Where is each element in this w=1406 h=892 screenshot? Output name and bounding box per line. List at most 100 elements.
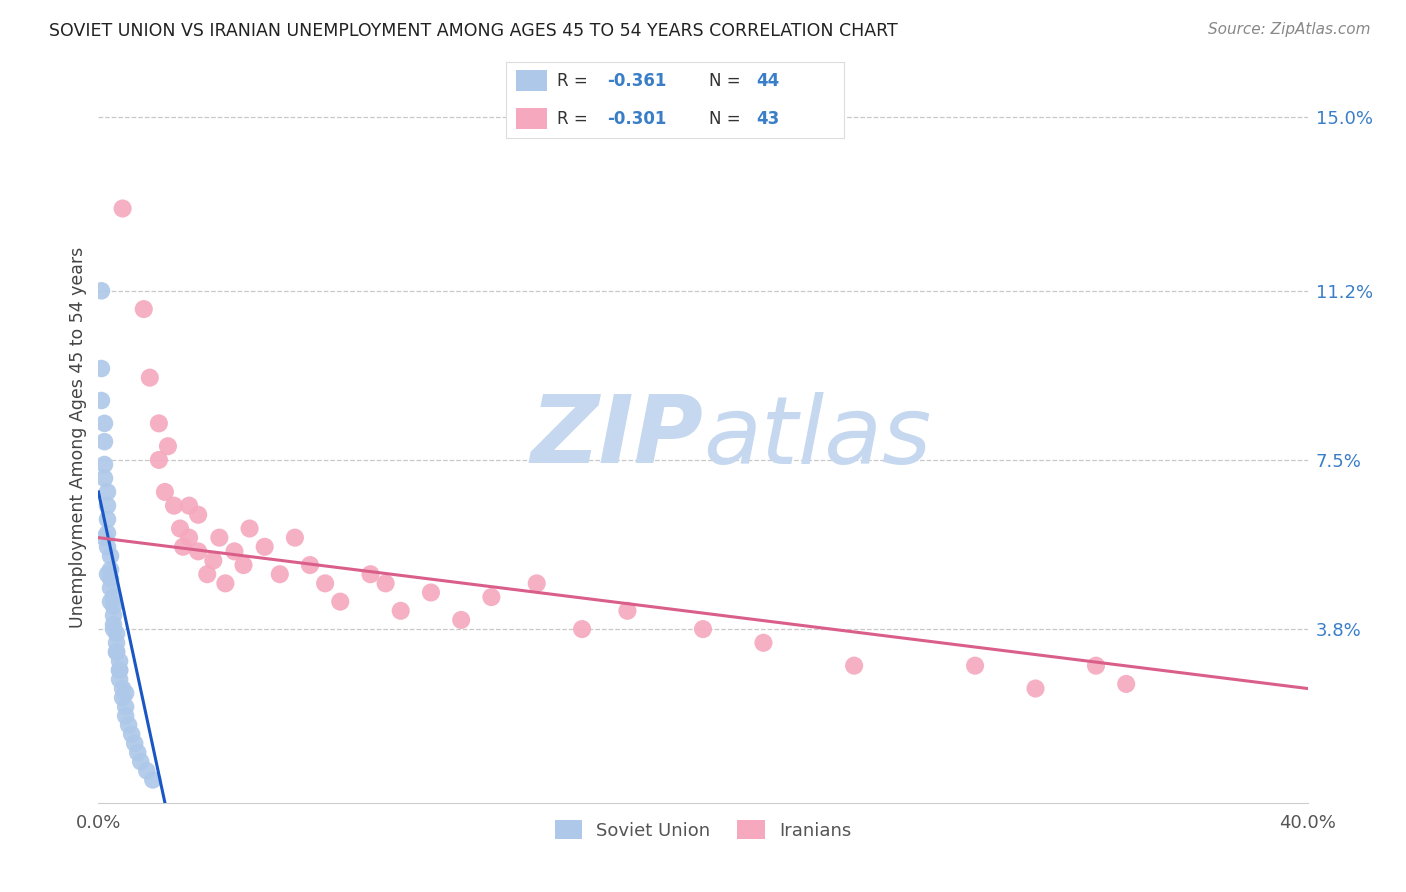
Point: [90, 361, 112, 376]
Point: [148, 453, 170, 467]
Point: [752, 636, 775, 650]
Point: [114, 686, 136, 700]
Point: [105, 636, 128, 650]
Point: [692, 622, 714, 636]
Point: [108, 654, 131, 668]
Point: [105, 645, 128, 659]
Point: [100, 572, 122, 586]
Point: [153, 485, 176, 500]
Point: [179, 499, 201, 513]
Point: [269, 567, 291, 582]
Point: [114, 709, 136, 723]
Text: 44: 44: [756, 71, 779, 89]
Point: [142, 772, 165, 787]
FancyBboxPatch shape: [516, 70, 547, 91]
Y-axis label: Unemployment Among Ages 45 to 54 years: Unemployment Among Ages 45 to 54 years: [69, 246, 87, 628]
Point: [360, 567, 382, 582]
Point: [121, 727, 143, 741]
Point: [93, 471, 115, 485]
Point: [420, 585, 443, 599]
Text: N =: N =: [709, 110, 740, 128]
Point: [195, 567, 218, 582]
Point: [314, 576, 336, 591]
Point: [202, 553, 225, 567]
Point: [93, 417, 115, 431]
Text: Source: ZipAtlas.com: Source: ZipAtlas.com: [1208, 22, 1371, 37]
Point: [239, 521, 262, 535]
Point: [148, 417, 170, 431]
Point: [163, 499, 186, 513]
Point: [100, 595, 122, 609]
Point: [96, 540, 118, 554]
Point: [118, 718, 141, 732]
Point: [103, 622, 125, 636]
Point: [96, 485, 118, 500]
Point: [374, 576, 396, 591]
Point: [93, 434, 115, 449]
Point: [1115, 677, 1137, 691]
Point: [100, 563, 122, 577]
Point: [96, 512, 118, 526]
Point: [93, 531, 115, 545]
Point: [1085, 658, 1108, 673]
FancyBboxPatch shape: [516, 108, 547, 128]
Point: [103, 590, 125, 604]
Point: [299, 558, 322, 573]
Point: [100, 581, 122, 595]
Point: [329, 595, 352, 609]
Point: [96, 567, 118, 582]
Point: [132, 302, 155, 317]
Point: [526, 576, 548, 591]
Point: [1024, 681, 1046, 696]
Point: [187, 544, 209, 558]
Point: [214, 576, 236, 591]
Text: R =: R =: [557, 110, 588, 128]
Point: [208, 531, 231, 545]
Text: SOVIET UNION VS IRANIAN UNEMPLOYMENT AMONG AGES 45 TO 54 YEARS CORRELATION CHART: SOVIET UNION VS IRANIAN UNEMPLOYMENT AMO…: [49, 22, 898, 40]
Point: [253, 540, 276, 554]
Point: [232, 558, 254, 573]
Point: [224, 544, 246, 558]
Point: [172, 540, 194, 554]
Text: -0.361: -0.361: [607, 71, 666, 89]
Point: [93, 458, 115, 472]
Point: [965, 658, 987, 673]
Point: [108, 673, 131, 687]
Point: [139, 370, 162, 384]
Point: [103, 599, 125, 614]
Point: [127, 746, 149, 760]
Point: [96, 499, 118, 513]
Text: ZIP: ZIP: [530, 391, 703, 483]
Text: R =: R =: [557, 71, 588, 89]
Point: [90, 284, 112, 298]
Point: [96, 526, 118, 541]
Point: [135, 764, 157, 778]
Point: [111, 690, 134, 705]
Point: [129, 755, 152, 769]
Text: N =: N =: [709, 71, 740, 89]
Point: [156, 439, 179, 453]
Point: [169, 521, 191, 535]
Point: [124, 736, 146, 750]
Point: [844, 658, 866, 673]
Point: [284, 531, 307, 545]
Point: [616, 604, 638, 618]
Point: [108, 663, 131, 677]
Legend: Soviet Union, Iranians: Soviet Union, Iranians: [546, 811, 860, 848]
Point: [114, 699, 136, 714]
Point: [105, 645, 128, 659]
Point: [90, 393, 112, 408]
Point: [103, 617, 125, 632]
Point: [105, 626, 128, 640]
Point: [187, 508, 209, 522]
Point: [179, 531, 201, 545]
Text: -0.301: -0.301: [607, 110, 666, 128]
Text: atlas: atlas: [703, 392, 931, 483]
Point: [481, 590, 503, 604]
Point: [450, 613, 472, 627]
Point: [571, 622, 593, 636]
Point: [103, 608, 125, 623]
Point: [389, 604, 412, 618]
Point: [111, 681, 134, 696]
Point: [108, 663, 131, 677]
